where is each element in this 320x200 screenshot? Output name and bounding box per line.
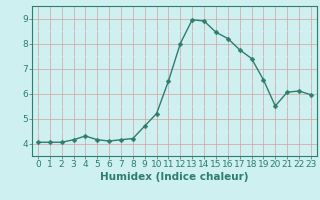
X-axis label: Humidex (Indice chaleur): Humidex (Indice chaleur): [100, 172, 249, 182]
